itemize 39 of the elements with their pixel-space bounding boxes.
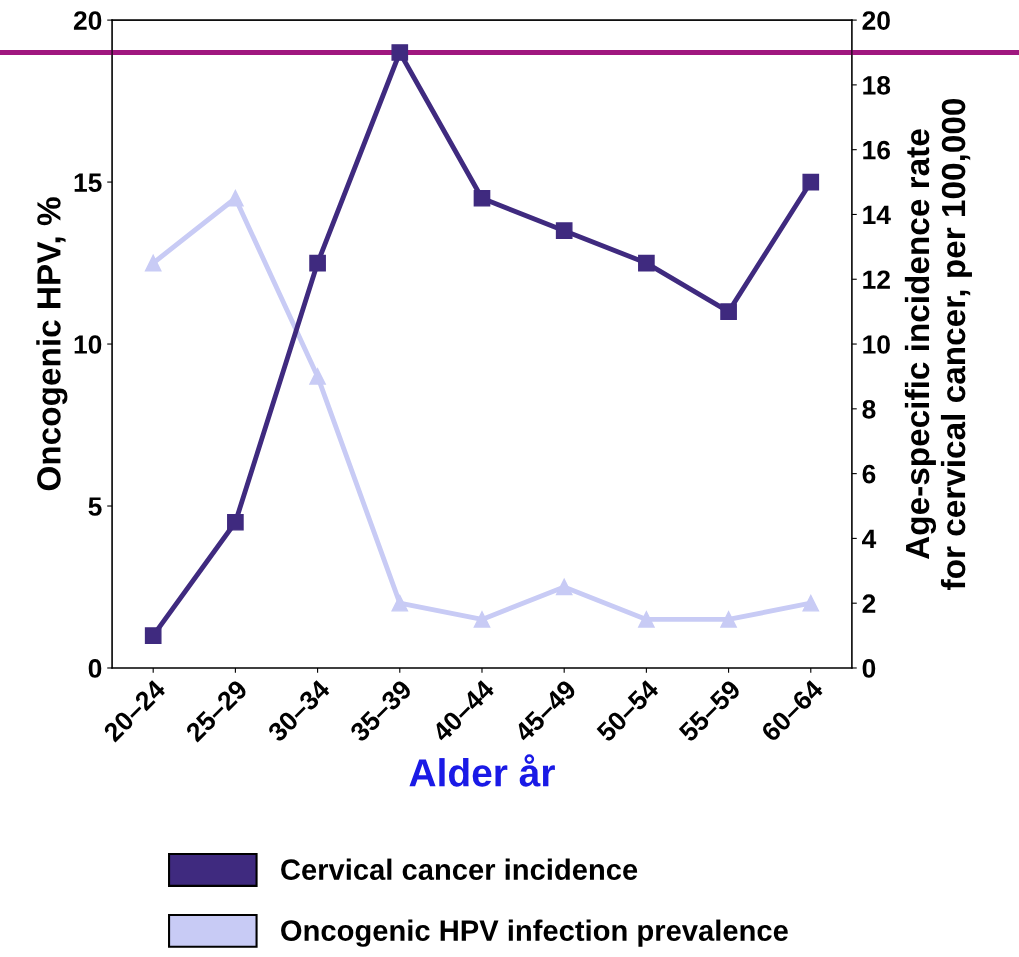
- legend-label: Oncogenic HPV infection prevalence: [281, 919, 788, 947]
- y-tick-label: 10: [74, 335, 102, 354]
- point: [144, 254, 162, 272]
- y-axis-title: Oncogenic HPV, %: [36, 197, 68, 491]
- point: [638, 254, 655, 272]
- y-tick-label: 20: [73, 11, 102, 30]
- y2-tick-label: 18: [863, 76, 891, 95]
- point: [638, 611, 655, 628]
- y2-tick-label: 16: [863, 140, 890, 160]
- point: [144, 627, 162, 644]
- point: [555, 578, 573, 596]
- y2-tick-label: 2: [862, 594, 876, 613]
- y2-tick-label: 20: [862, 11, 890, 30]
- point: [309, 254, 326, 272]
- y2-tick-label: 6: [862, 464, 876, 484]
- point: [391, 594, 409, 612]
- point: [720, 303, 737, 320]
- point: [802, 594, 820, 612]
- point: [720, 611, 737, 628]
- point: [227, 513, 244, 531]
- y2-tick-label: 12: [863, 270, 890, 289]
- y2-axis-title: Age-specific incidence rate for cervical cancer, per 100,000: [904, 98, 972, 590]
- point: [473, 611, 491, 628]
- y2-tick-label: 8: [862, 399, 876, 419]
- x-axis-title: Alder år: [409, 754, 555, 787]
- y-tick-label: 15: [74, 173, 102, 192]
- legend-label: Cervical cancer incidence: [281, 858, 638, 881]
- y2-tick-label: 4: [862, 529, 877, 548]
- point: [391, 44, 409, 61]
- y-tick-label: 0: [88, 659, 102, 678]
- point: [473, 189, 491, 207]
- point: [802, 173, 820, 191]
- y2-tick-label: 10: [863, 335, 890, 354]
- y2-tick-label: 0: [862, 659, 876, 678]
- point: [309, 368, 326, 385]
- y-tick-label: 5: [88, 497, 102, 516]
- point: [227, 189, 244, 207]
- point: [555, 222, 573, 239]
- y2-tick-label: 14: [863, 205, 891, 225]
